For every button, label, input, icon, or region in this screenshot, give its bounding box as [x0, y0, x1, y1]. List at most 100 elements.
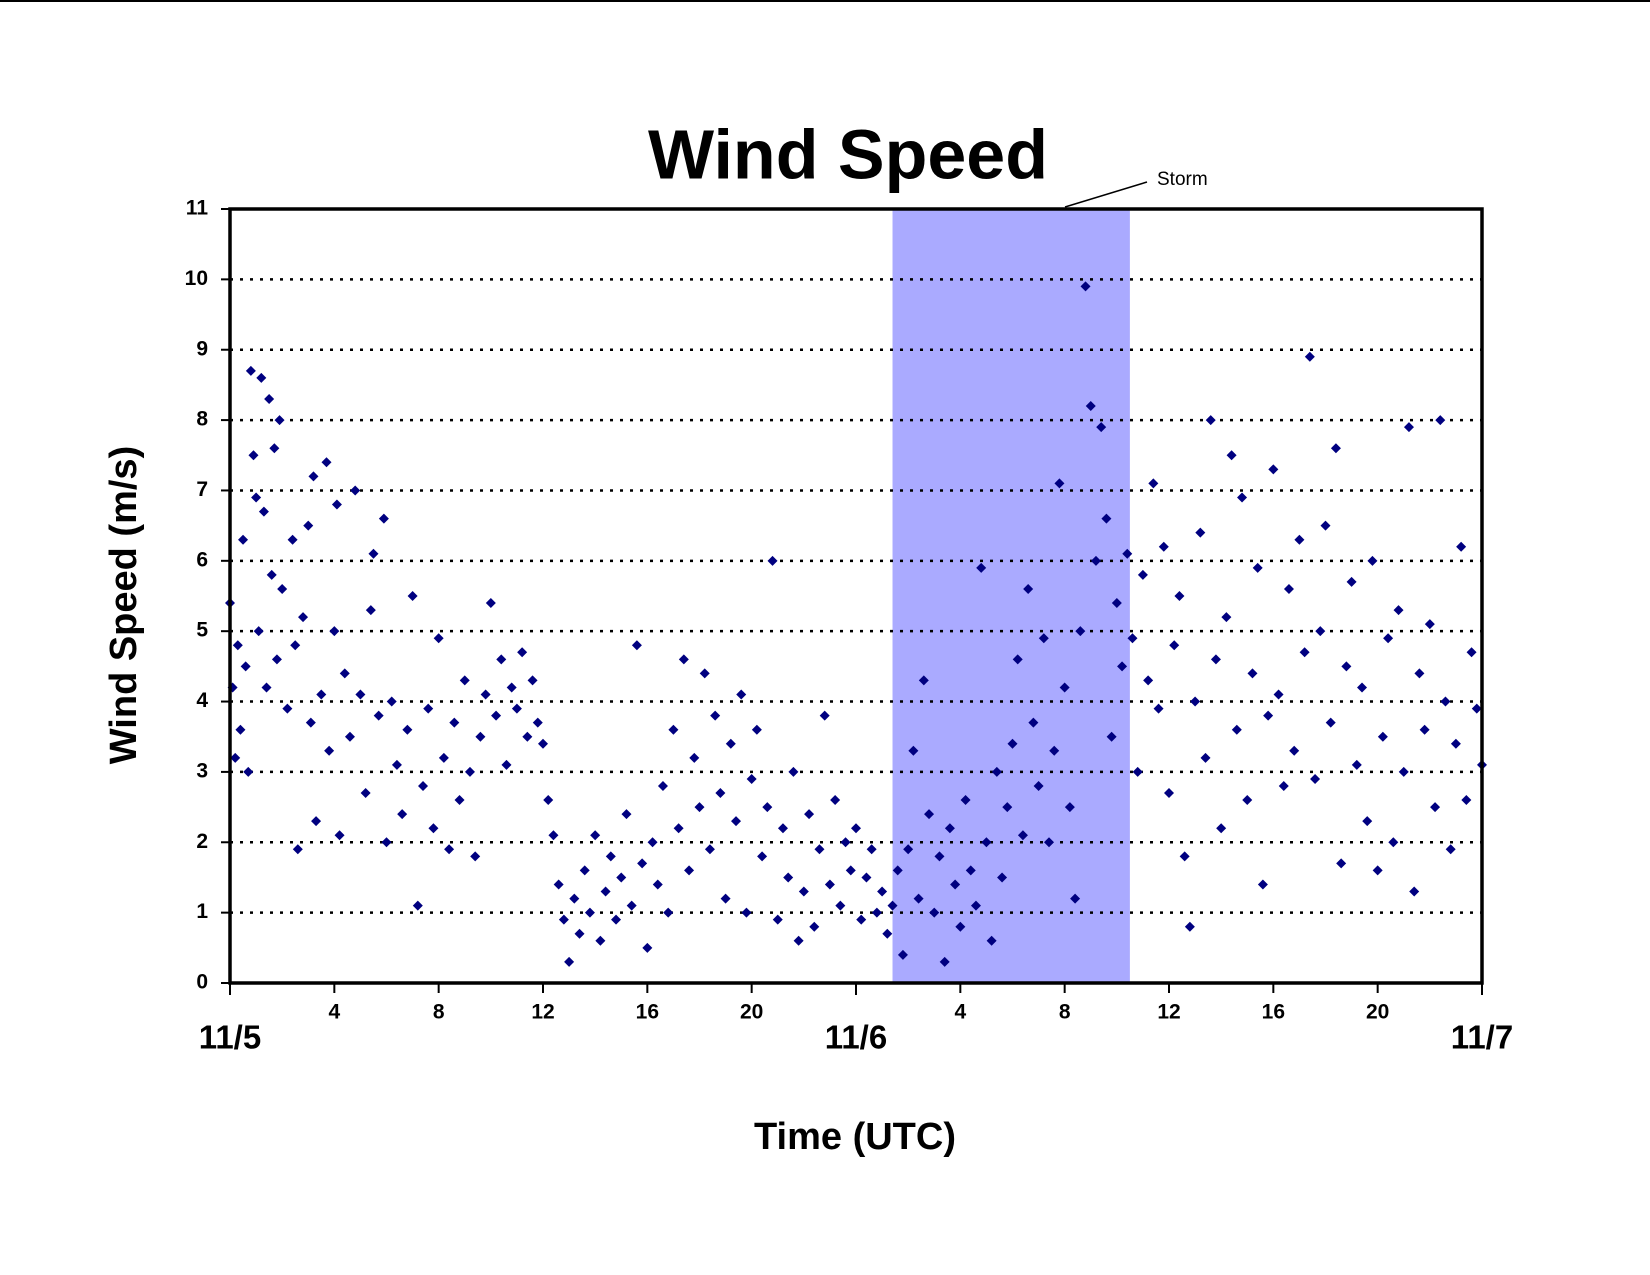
data-point: [1283, 583, 1294, 594]
data-point: [767, 555, 778, 566]
data-point: [694, 802, 705, 813]
data-point: [1174, 591, 1185, 601]
x-tick-label: 12: [531, 1001, 554, 1024]
data-point: [1210, 654, 1221, 665]
data-point: [1038, 633, 1049, 644]
data-point: [1414, 668, 1425, 679]
data-point: [595, 935, 606, 946]
data-point: [1090, 555, 1101, 566]
data-point: [1367, 555, 1378, 566]
data-point: [311, 816, 322, 827]
x-tick-label: 16: [636, 1001, 659, 1024]
data-point: [1252, 562, 1263, 573]
data-point: [840, 837, 851, 848]
data-point: [1054, 478, 1065, 489]
data-point: [845, 865, 856, 876]
data-point: [334, 830, 345, 841]
data-point: [1064, 802, 1075, 813]
data-point: [950, 879, 961, 890]
data-point: [1070, 893, 1081, 904]
data-point: [777, 823, 788, 834]
data-point: [1341, 661, 1352, 672]
data-point: [678, 654, 689, 665]
data-point: [793, 935, 804, 946]
data-point: [1299, 647, 1310, 658]
x-tick-label: 12: [1157, 1001, 1180, 1024]
data-point: [1461, 795, 1472, 806]
data-point: [464, 766, 475, 777]
data-point: [882, 928, 893, 939]
data-point: [1320, 520, 1331, 531]
data-point: [1289, 745, 1300, 756]
data-point: [1419, 724, 1430, 735]
data-point: [282, 703, 293, 714]
data-point: [908, 745, 919, 756]
data-point: [475, 731, 486, 742]
data-point: [1096, 422, 1107, 433]
data-point: [657, 780, 668, 791]
data-point: [360, 788, 371, 799]
data-point: [1435, 415, 1446, 426]
data-point: [835, 900, 846, 911]
x-day-label: 11/7: [1451, 1019, 1513, 1056]
data-point: [830, 795, 841, 806]
data-point: [240, 661, 251, 672]
data-point: [1190, 696, 1201, 707]
data-point: [511, 703, 522, 714]
data-point: [772, 914, 783, 925]
data-point: [391, 759, 402, 770]
data-point: [1336, 858, 1347, 869]
data-point: [626, 900, 637, 911]
data-point: [407, 591, 418, 601]
x-tick-label: 20: [1366, 1001, 1389, 1024]
data-point: [1080, 281, 1091, 292]
data-point: [611, 914, 622, 925]
x-tick-label: 8: [1059, 1001, 1071, 1024]
data-point: [1017, 830, 1028, 841]
data-point: [548, 830, 559, 841]
data-point: [558, 914, 569, 925]
data-point: [321, 457, 332, 468]
data-point: [856, 914, 867, 925]
data-point: [402, 724, 413, 735]
data-point: [365, 605, 376, 616]
data-point: [1075, 626, 1086, 637]
data-point: [877, 886, 888, 897]
data-point: [1085, 401, 1096, 412]
x-tick-label: 8: [433, 1001, 445, 1024]
data-point: [1450, 738, 1461, 749]
data-point: [1012, 654, 1023, 665]
data-point: [412, 900, 423, 911]
data-point: [1388, 837, 1399, 848]
data-point: [934, 851, 945, 862]
data-point: [715, 788, 726, 799]
data-point: [1383, 633, 1394, 644]
data-point: [501, 759, 512, 770]
data-point: [454, 795, 465, 806]
data-point: [798, 886, 809, 897]
data-point: [699, 668, 710, 679]
data-point: [871, 907, 882, 918]
data-point: [939, 956, 950, 967]
data-point: [590, 830, 601, 841]
data-point: [746, 773, 757, 784]
data-point: [308, 471, 319, 482]
data-point: [991, 766, 1002, 777]
data-point: [783, 872, 794, 883]
data-point: [1143, 675, 1154, 686]
data-point: [373, 710, 384, 721]
data-point: [887, 900, 898, 911]
data-point: [269, 443, 280, 454]
data-point: [1200, 752, 1211, 763]
data-point: [303, 520, 314, 531]
data-point: [751, 724, 762, 735]
data-point: [1148, 478, 1159, 489]
data-point: [1466, 647, 1477, 658]
data-point: [538, 738, 548, 749]
data-point: [355, 689, 366, 700]
data-point: [274, 415, 285, 426]
y-tick-label: 3: [196, 759, 208, 782]
y-tick-label: 5: [196, 619, 208, 642]
data-point: [913, 893, 924, 904]
